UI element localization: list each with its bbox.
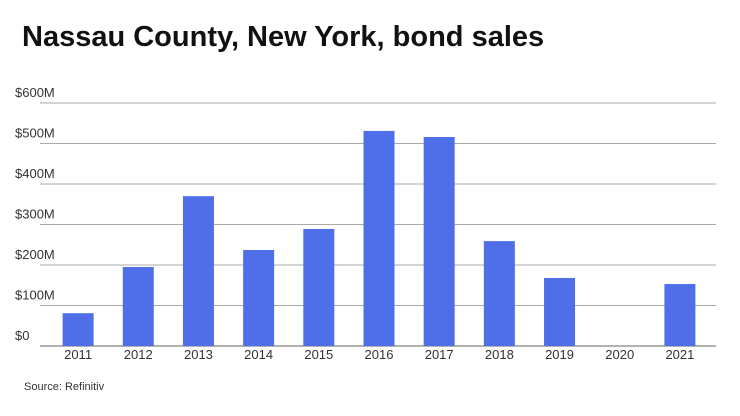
bar: [122, 267, 154, 346]
y-tick-label: $500M: [15, 126, 55, 141]
x-tick-label: 2012: [124, 347, 153, 362]
bar: [423, 137, 455, 346]
bar: [243, 250, 275, 346]
y-tick-label: $0: [15, 328, 29, 343]
x-tick-label: 2013: [184, 347, 213, 362]
bar: [363, 130, 395, 346]
bar: [544, 277, 576, 346]
bar: [483, 241, 515, 346]
y-tick-label: $600M: [15, 85, 55, 100]
x-tick-label: 2011: [64, 347, 92, 362]
x-tick-label: 2020: [605, 347, 634, 362]
bar: [303, 228, 335, 346]
y-tick-label: $200M: [15, 247, 55, 262]
x-tick-label: 2021: [665, 347, 694, 362]
x-tick-label: 2017: [425, 347, 454, 362]
chart-title: Nassau County, New York, bond sales: [22, 21, 544, 53]
x-tick-label: 2016: [365, 347, 394, 362]
x-tick-label: 2014: [244, 347, 273, 362]
x-tick-label: 2019: [545, 347, 574, 362]
y-tick-label: $300M: [15, 207, 55, 222]
x-tick-label: 2015: [304, 347, 333, 362]
bar: [62, 313, 94, 346]
x-tick-label: 2018: [485, 347, 514, 362]
bar: [182, 196, 214, 346]
y-tick-label: $400M: [15, 166, 55, 181]
source-note: Source: Refinitiv: [24, 381, 105, 393]
y-tick-label: $100M: [15, 288, 55, 303]
bar: [664, 284, 696, 346]
